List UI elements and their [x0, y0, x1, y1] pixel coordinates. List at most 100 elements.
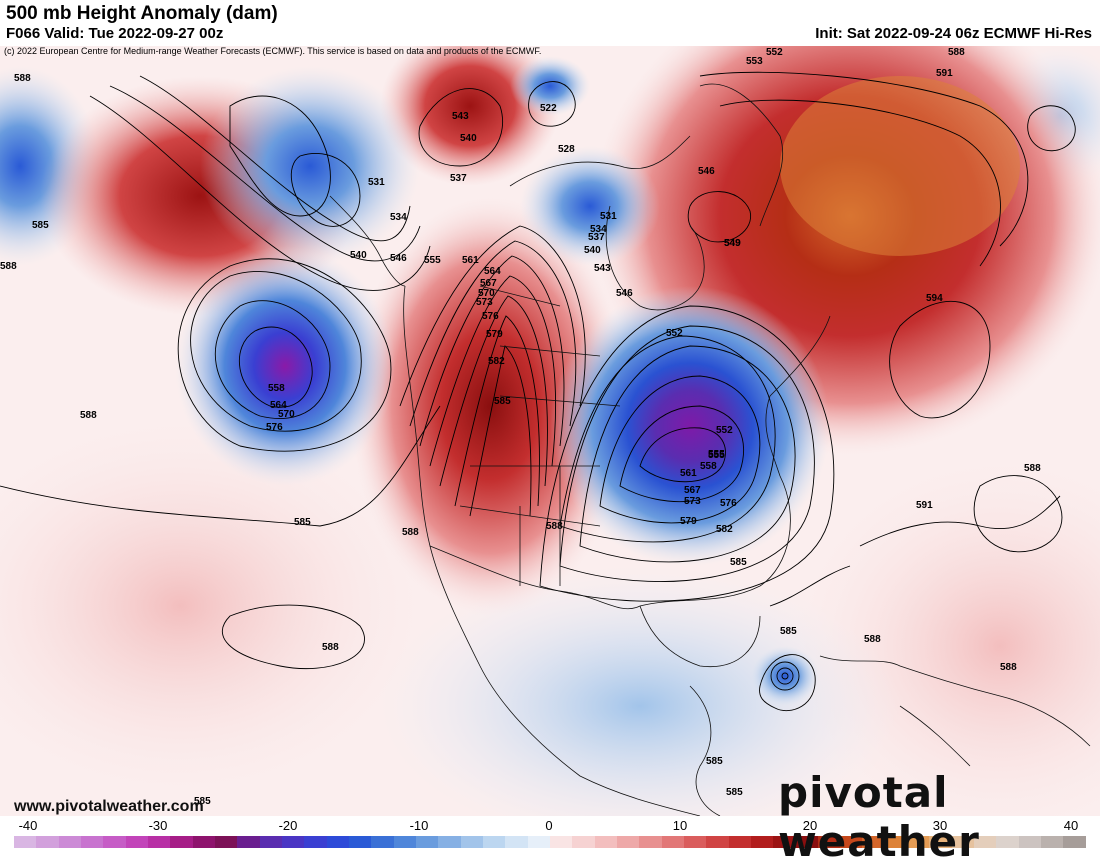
- colorbar-swatch: [58, 836, 81, 848]
- contour-label: 585: [780, 626, 797, 637]
- contour-label: 588: [1024, 463, 1041, 474]
- contour-label: 564: [270, 400, 287, 411]
- colorbar-swatch: [36, 836, 59, 848]
- contour-label: 579: [486, 329, 503, 340]
- colorbar-swatch: [103, 836, 126, 848]
- map-canvas: 588 585 588 534 531 540 546 555 561 564 …: [0, 46, 1100, 816]
- contour-label: 552: [666, 328, 683, 339]
- contour-label: 522: [540, 103, 557, 114]
- colorbar-swatch: [683, 836, 707, 848]
- contour-label: 552: [716, 425, 733, 436]
- colorbar-swatch: [639, 836, 662, 848]
- colorbar-swatch: [817, 836, 841, 848]
- contour-label: 591: [936, 68, 953, 79]
- colorbar-tick: 0: [545, 818, 553, 833]
- colorbar-swatch: [862, 836, 885, 848]
- colorbar-strip: [14, 836, 1086, 848]
- contour-label: 588: [0, 261, 17, 272]
- contour-label: 585: [730, 557, 747, 568]
- contour-label: 534: [590, 224, 607, 235]
- contour-label: 579: [680, 516, 697, 527]
- colorbar-tick: 30: [932, 818, 948, 833]
- contour-label: 555: [708, 449, 725, 460]
- colorbar-tick: 10: [672, 818, 688, 833]
- contour-label: 588: [322, 642, 339, 653]
- contour-label: 588: [402, 527, 419, 538]
- blue-anomaly-caribbean: [751, 646, 819, 706]
- light-blue-gulf: [380, 566, 900, 816]
- contour-label: 588: [948, 47, 965, 58]
- contour-label: 588: [546, 521, 563, 532]
- copyright-notice: (c) 2022 European Centre for Medium-rang…: [4, 46, 542, 56]
- colorbar-swatch: [661, 836, 684, 848]
- colorbar-swatch: [438, 836, 461, 848]
- colorbar-swatch: [460, 836, 483, 848]
- contour-label: 591: [916, 500, 933, 511]
- valid-time: F066 Valid: Tue 2022-09-27 00z: [6, 25, 224, 42]
- colorbar-swatch: [974, 836, 997, 848]
- colorbar-swatch: [304, 836, 327, 848]
- contour-label: 573: [684, 496, 701, 507]
- contour-label: 561: [462, 255, 479, 266]
- colorbar-swatch: [706, 836, 729, 848]
- pink-anomaly-sw: [0, 406, 440, 806]
- contour-label: 588: [1000, 662, 1017, 673]
- contour-label: 552: [766, 47, 783, 58]
- contour-label: 567: [480, 278, 497, 289]
- blue-low-pacific: [175, 246, 395, 486]
- colorbar-swatch: [393, 836, 416, 848]
- contour-label: 585: [294, 517, 311, 528]
- colorbar-swatch: [1018, 836, 1042, 848]
- blue-trough-east: [550, 286, 830, 566]
- colorbar-swatch: [527, 836, 550, 848]
- contour-label: 570: [478, 288, 495, 299]
- colorbar-swatch: [616, 836, 640, 848]
- contour-label: 534: [390, 212, 407, 223]
- contour-label: 564: [484, 266, 501, 277]
- contour-label: 540: [350, 250, 367, 261]
- contour-label: 570: [278, 409, 295, 420]
- colorbar-swatch: [237, 836, 260, 848]
- colorbar-swatch: [147, 836, 171, 848]
- contour-label: 546: [616, 288, 633, 299]
- init-time: Init: Sat 2022-09-24 06z ECMWF Hi-Res: [815, 25, 1092, 42]
- orange-core-greenland: [780, 76, 1020, 256]
- colorbar-swatch: [795, 836, 818, 848]
- contour-label: 588: [14, 73, 31, 84]
- map-title: 500 mb Height Anomaly (dam): [6, 3, 278, 24]
- header-bar: 500 mb Height Anomaly (dam) F066 Valid: …: [0, 0, 1100, 46]
- height-anomaly-map: 588 585 588 534 531 540 546 555 561 564 …: [0, 46, 1100, 816]
- colorbar-swatch: [170, 836, 193, 848]
- contour-label: 543: [452, 111, 469, 122]
- colorbar-swatch: [728, 836, 751, 848]
- contour-label: 585: [494, 396, 511, 407]
- contour-label: 540: [460, 133, 477, 144]
- colorbar-tick: 20: [802, 818, 818, 833]
- contour-label: 576: [720, 498, 737, 509]
- colorbar-swatch: [482, 836, 506, 848]
- website-watermark: www.pivotalweather.com: [14, 798, 204, 815]
- contour-label: 582: [488, 356, 505, 367]
- colorbar-swatch: [415, 836, 439, 848]
- colorbar-swatch: [773, 836, 796, 848]
- colorbar-swatch: [80, 836, 104, 848]
- colorbar-swatch: [907, 836, 930, 848]
- contour-label: 546: [698, 166, 715, 177]
- contour-label: 555: [424, 255, 441, 266]
- colorbar-swatch: [549, 836, 573, 848]
- colorbar-swatch: [572, 836, 595, 848]
- colorbar-swatch: [996, 836, 1019, 848]
- contour-label: 553: [746, 56, 763, 67]
- contour-label: 558: [268, 383, 285, 394]
- contour-label: 531: [600, 211, 617, 222]
- colorbar-tick: -40: [18, 818, 38, 833]
- contour-label: 561: [680, 468, 697, 479]
- contour-label: 588: [864, 634, 881, 645]
- colorbar-swatch: [214, 836, 238, 848]
- colorbar-ticks: -40 -30 -20 -10 0 10 20 30 40: [0, 818, 1100, 834]
- contour-label: 573: [476, 297, 493, 308]
- colorbar-swatch: [594, 836, 617, 848]
- colorbar-swatch: [371, 836, 394, 848]
- contour-label: 582: [716, 524, 733, 535]
- brand-logo: pivotal weather: [778, 768, 980, 866]
